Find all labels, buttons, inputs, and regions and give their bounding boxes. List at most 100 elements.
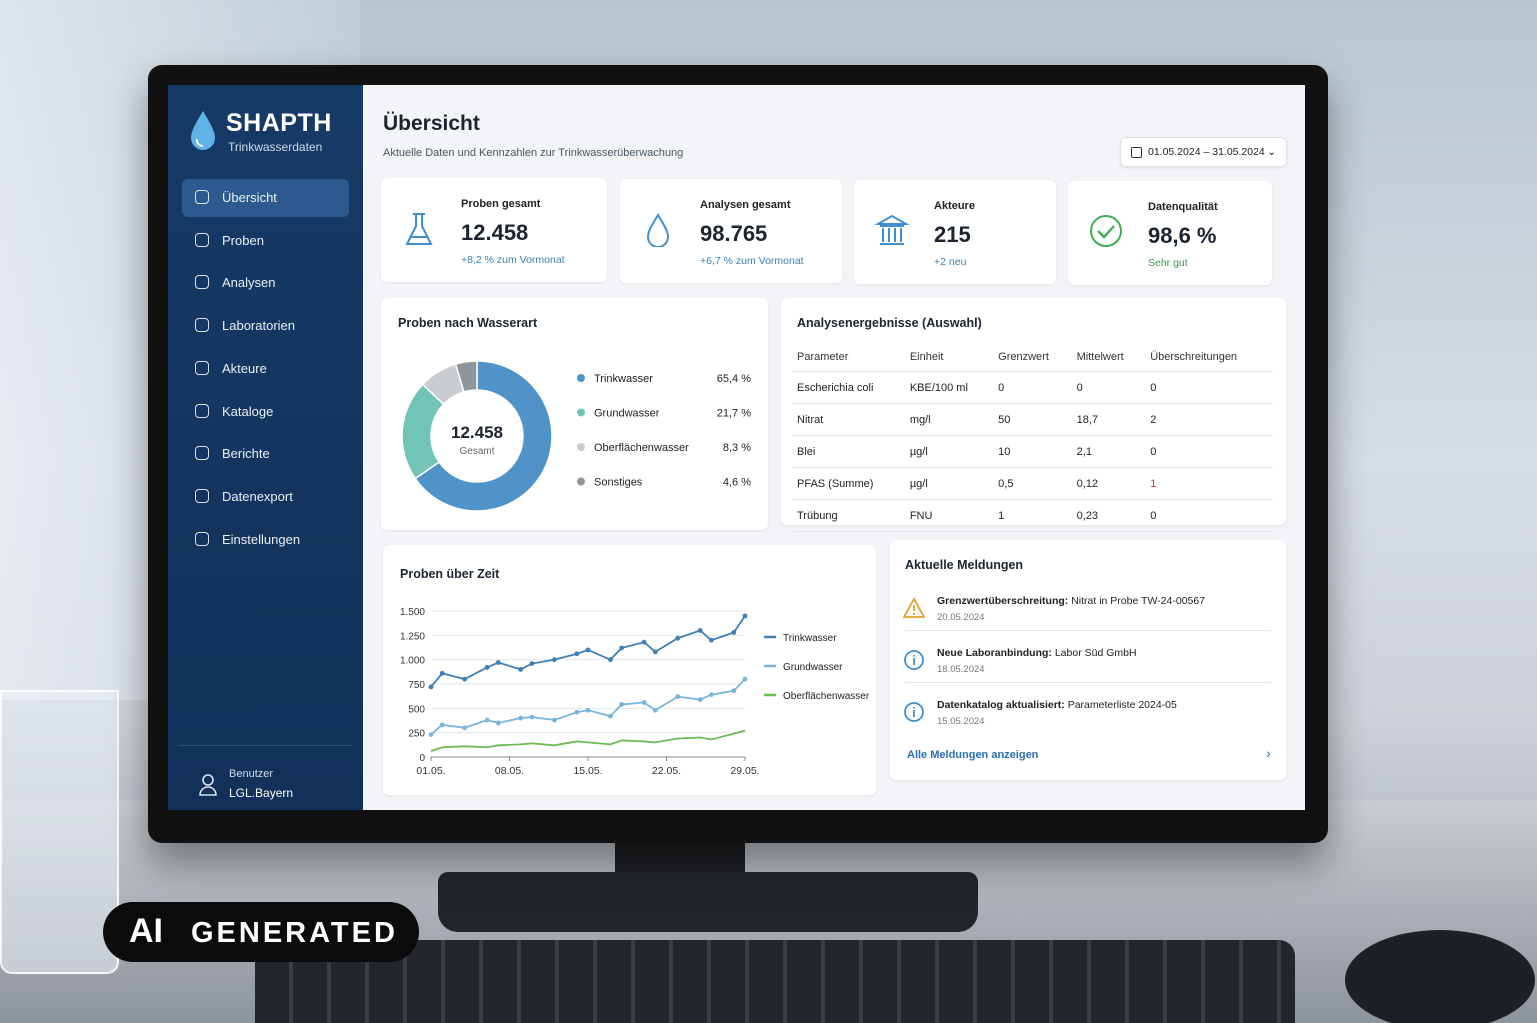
nav-item[interactable]: Übersicht xyxy=(182,179,349,217)
legend-label: Oberflächenwasser xyxy=(594,442,689,454)
messages-title: Aktuelle Meldungen xyxy=(905,558,1024,572)
y-tick-label: 1.500 xyxy=(400,607,425,618)
table-cell: Nitrat xyxy=(793,403,906,436)
kpi-icon xyxy=(646,213,670,247)
nav-item[interactable]: Datenexport xyxy=(182,478,349,516)
brand-subtitle: Trinkwasserdaten xyxy=(228,140,323,154)
point xyxy=(585,647,591,653)
kpi-card: Datenqualität 98,6 % Sehr gut xyxy=(1068,181,1272,285)
nav-icon xyxy=(195,190,209,204)
nav-label: Laboratorien xyxy=(222,318,295,334)
point xyxy=(619,645,625,651)
point xyxy=(439,722,445,728)
badge-mark: AI xyxy=(129,912,163,950)
nav-item[interactable]: Einstellungen xyxy=(182,521,349,559)
point xyxy=(619,702,625,707)
kpi-card: Analysen gesamt 98.765 +6,7 % zum Vormonat xyxy=(620,179,842,283)
table-cell: 18,7 xyxy=(1072,403,1147,436)
nav-icon xyxy=(195,275,209,290)
legend-dot xyxy=(577,477,585,486)
table-row: Trübung FNU 1 0,23 0 xyxy=(793,499,1273,532)
nav-icon xyxy=(195,403,209,418)
y-tick-label: 750 xyxy=(408,680,425,691)
x-tick-label: 15.05. xyxy=(573,765,602,777)
nav-label: Datenexport xyxy=(222,488,293,504)
point xyxy=(439,670,445,676)
kpi-icon xyxy=(874,214,910,245)
point xyxy=(641,639,647,645)
series-line xyxy=(430,678,746,736)
point xyxy=(608,657,613,663)
kpi-card: Proben gesamt 12.458 +8,2 % zum Vormonat xyxy=(381,178,607,282)
kpi-note: +2 neu xyxy=(934,256,967,268)
messages-panel: Aktuelle Meldungen Alle Meldungen anzeig… xyxy=(890,540,1286,780)
ai-badge: AI GENERATED xyxy=(103,902,419,962)
point xyxy=(518,667,524,672)
legend-label: Trinkwasser xyxy=(594,373,653,385)
message-text: Nitrat in Probe TW-24-00567 xyxy=(1071,595,1206,607)
nav-icon xyxy=(195,318,209,333)
user-name: LGL.Bayern xyxy=(229,786,294,800)
table-cell: 0 xyxy=(994,371,1073,404)
nav-item[interactable]: Analysen xyxy=(182,264,349,302)
table-cell: µg/l xyxy=(905,435,995,468)
point xyxy=(675,635,681,641)
nav-item[interactable]: Berichte xyxy=(182,435,349,473)
column-header: Parameter xyxy=(793,343,906,372)
nav-item[interactable]: Proben xyxy=(182,222,349,260)
keyboard xyxy=(255,940,1295,1023)
point xyxy=(675,694,681,700)
nav-icon xyxy=(195,488,209,503)
nav-item[interactable]: Kataloge xyxy=(182,393,349,431)
point xyxy=(585,707,591,713)
message-title: Datenkatalog aktualisiert: xyxy=(937,699,1065,711)
point xyxy=(574,651,580,657)
donut-segment xyxy=(454,360,478,393)
message-text: Parameterliste 2024-05 xyxy=(1067,699,1177,711)
point xyxy=(697,628,703,633)
message-line: Grenzwertüberschreitung: Nitrat in Probe… xyxy=(937,595,1205,607)
badge-text: GENERATED xyxy=(191,917,398,949)
donut-segment xyxy=(414,360,553,512)
point xyxy=(708,637,714,643)
kpi-label: Akteure xyxy=(934,200,975,212)
point xyxy=(529,661,535,666)
kpi-note: +6,7 % zum Vormonat xyxy=(700,255,804,267)
legend-label: Trinkwasser xyxy=(783,633,837,644)
table-cell: 0,12 xyxy=(1072,467,1147,500)
point xyxy=(551,657,557,663)
date-range-picker[interactable]: 01.05.2024 – 31.05.2024 ⌄ xyxy=(1120,137,1287,167)
table-title: Analysenergebnisse (Auswahl) xyxy=(797,316,982,330)
message-icon xyxy=(904,650,924,670)
table-cell: 0 xyxy=(1072,371,1147,404)
nav-label: Proben xyxy=(222,232,264,248)
value-label: 21,7 % xyxy=(717,408,751,420)
nav-item[interactable]: Akteure xyxy=(182,350,349,388)
table-cell: mg/l xyxy=(905,403,995,436)
value-label: 8,3 % xyxy=(723,442,751,454)
point xyxy=(608,713,613,719)
table-cell: 1 xyxy=(1146,467,1273,500)
point xyxy=(484,665,490,670)
y-tick-label: 250 xyxy=(408,729,425,740)
nav-icon xyxy=(195,446,209,461)
series-line xyxy=(430,729,746,753)
point xyxy=(462,676,468,682)
user-label: Benutzer xyxy=(229,768,274,780)
message-date: 18.05.2024 xyxy=(937,664,985,675)
kpi-note: Sehr gut xyxy=(1148,257,1188,269)
chart-title: Proben nach Wasserart xyxy=(398,316,538,330)
column-header: Grenzwert xyxy=(994,343,1073,372)
divider xyxy=(905,630,1271,631)
point xyxy=(652,649,658,655)
nav-item[interactable]: Laboratorien xyxy=(182,307,349,345)
message-date: 20.05.2024 xyxy=(937,612,985,623)
table-cell: 0 xyxy=(1146,435,1273,468)
table-cell: Trübung xyxy=(793,499,906,532)
chevron[interactable]: › xyxy=(1266,745,1271,761)
point xyxy=(462,725,468,731)
table-cell: PFAS (Summe) xyxy=(793,467,906,500)
message-date: 15.05.2024 xyxy=(937,716,985,727)
table-cell: 0,5 xyxy=(994,467,1073,500)
messages-link[interactable]: Alle Meldungen anzeigen xyxy=(907,749,1039,761)
